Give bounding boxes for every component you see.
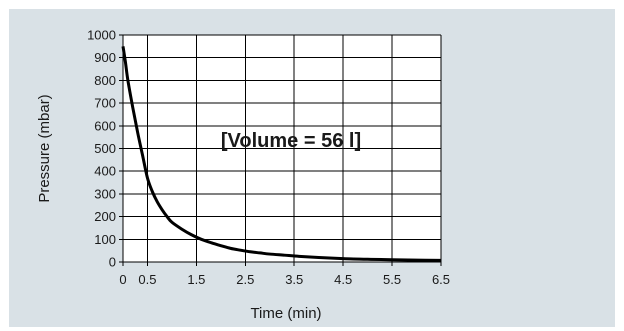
y-tick-label: 900 xyxy=(94,50,116,65)
x-tick-label: 1.5 xyxy=(187,272,205,287)
y-tick-label: 1000 xyxy=(87,28,116,43)
y-tick-label: 0 xyxy=(109,255,116,270)
y-tick-label: 600 xyxy=(94,118,116,133)
x-tick-label: 5.5 xyxy=(383,272,401,287)
y-tick-label: 400 xyxy=(94,164,116,179)
x-tick-label: 3.5 xyxy=(285,272,303,287)
y-tick-label: 500 xyxy=(94,141,116,156)
pressure-time-chart: 0 0.5 1.5 2.5 3.5 4.5 5.5 6.5 0 100 200 300 400 500 6… xyxy=(9,9,615,327)
y-axis-title: Pressure (mbar) xyxy=(36,94,53,202)
volume-annotation: [Volume = 56 l] xyxy=(221,130,361,152)
x-tick-label: 4.5 xyxy=(334,272,352,287)
x-tick-label: 0.5 xyxy=(138,272,156,287)
y-tick-labels: 0 100 200 300 400 500 600 700 800 900 1000 xyxy=(87,28,116,270)
y-tick-label: 100 xyxy=(94,232,116,247)
y-tick-label: 200 xyxy=(94,209,116,224)
x-tick-label: 6.5 xyxy=(432,272,450,287)
x-axis-title: Time (min) xyxy=(250,305,321,322)
y-tick-label: 800 xyxy=(94,73,116,88)
grid-lines xyxy=(119,34,442,266)
x-tick-labels: 0 0.5 1.5 2.5 3.5 4.5 5.5 6.5 xyxy=(119,272,450,287)
x-tick-label: 2.5 xyxy=(236,272,254,287)
chart-container: 0 0.5 1.5 2.5 3.5 4.5 5.5 6.5 0 100 200 300 400 500 6… xyxy=(9,9,615,327)
y-tick-label: 700 xyxy=(94,96,116,111)
y-tick-label: 300 xyxy=(94,186,116,201)
series-line-pressure xyxy=(121,46,442,262)
x-tick-label: 0 xyxy=(119,272,126,287)
